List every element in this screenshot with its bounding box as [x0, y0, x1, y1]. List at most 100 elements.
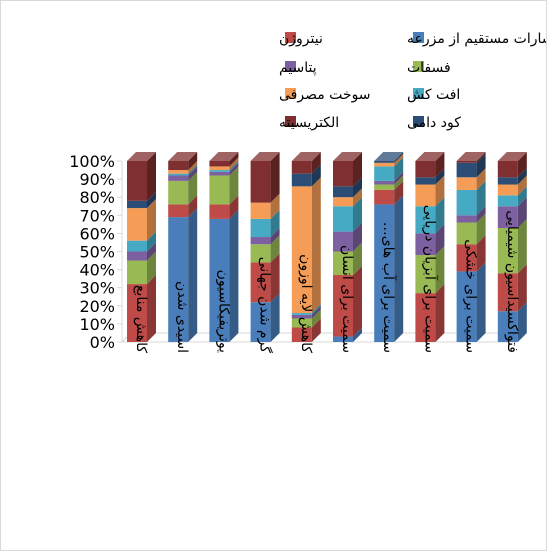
legend-swatch	[285, 116, 296, 127]
bar-segment	[333, 161, 353, 187]
category-label: سمیت برای خشکی	[463, 239, 479, 353]
bar-segment-side	[147, 191, 156, 209]
bar-segment	[209, 171, 230, 176]
y-tick-label: 90%	[79, 170, 115, 189]
bar-segment-side	[517, 218, 527, 274]
category-label: سمیت برای آبزیان دریایی	[421, 205, 438, 353]
bar-segment-side	[229, 162, 239, 176]
bar-segment	[250, 302, 271, 342]
bar-segment-side	[229, 157, 239, 171]
bar-segment	[374, 184, 395, 190]
bar-segment	[250, 262, 271, 303]
bar-segment	[333, 206, 353, 232]
bar-segment	[497, 273, 518, 312]
bar-segment	[333, 231, 353, 252]
bar-segment-side	[517, 302, 527, 342]
bar-segment	[456, 222, 477, 245]
y-tick-label: 40%	[79, 261, 115, 280]
bar-segment-side	[476, 235, 486, 272]
bar-segment	[497, 227, 518, 274]
bar-segment-side	[311, 304, 321, 315]
bar-segment	[209, 218, 230, 342]
bar-segment	[374, 161, 395, 163]
bar-segment	[291, 186, 312, 314]
category-label: یوتریفیکاسیون	[215, 270, 231, 354]
bar-segment-side	[517, 186, 527, 207]
bar-segment	[250, 218, 271, 238]
bar-segment	[497, 206, 518, 228]
bar-segment-side	[517, 152, 527, 178]
bar-segment	[209, 161, 230, 167]
bar-segment-side	[147, 251, 156, 285]
bar-segment	[456, 177, 477, 190]
bar-segment	[415, 177, 436, 185]
bar-segment-side	[188, 171, 198, 205]
bar-segment-side	[311, 164, 321, 187]
bar-segment-side	[188, 164, 198, 176]
bar-top	[127, 152, 156, 161]
bar-segment-side	[270, 293, 280, 342]
bar-segment	[250, 237, 271, 245]
bar-segment	[333, 197, 353, 207]
y-tick-label: 20%	[79, 297, 115, 316]
bar-segment	[127, 161, 147, 201]
category-label: گرم شدن جهانی	[257, 257, 274, 354]
bar-segment	[291, 173, 312, 187]
bar-segment-side	[394, 175, 404, 190]
bar-segment	[374, 180, 395, 185]
bar-segment-side	[311, 177, 321, 314]
bar-segment	[291, 318, 312, 328]
y-tick-label: 70%	[79, 206, 115, 225]
y-tick-label: 80%	[79, 188, 115, 207]
legend-swatch	[285, 32, 296, 43]
bar-segment-side	[435, 168, 445, 185]
legend-swatch	[413, 61, 424, 72]
bar-segment	[497, 184, 518, 196]
bar-segment	[497, 311, 518, 342]
bar-segment	[209, 204, 230, 219]
bar-segment-side	[353, 266, 362, 337]
bar-segment-side	[311, 305, 321, 319]
bar-segment	[127, 208, 147, 241]
bar-segment-side	[311, 318, 321, 342]
bar-segment-side	[147, 275, 156, 342]
bar-top	[374, 152, 404, 161]
bar-segment-side	[270, 152, 280, 203]
bar-segment-side	[517, 197, 527, 228]
bar-segment-side	[229, 161, 239, 172]
bar-segment	[333, 275, 353, 337]
bar-top	[291, 152, 321, 161]
bar-segment-side	[435, 197, 445, 234]
legend-label: انتشارات مستقیم از مزرعه	[407, 31, 546, 47]
bar-top	[168, 152, 198, 161]
bar-segment-side	[353, 222, 362, 252]
bar-segment	[456, 215, 477, 223]
bar-segment-side	[435, 152, 445, 178]
bar-segment-side	[229, 195, 239, 219]
bar-segment	[497, 195, 518, 207]
bar-segment	[415, 233, 436, 256]
bar-segment	[333, 336, 353, 342]
bar-segment	[456, 271, 477, 342]
bar-segment	[209, 170, 230, 172]
y-tick-label: 60%	[79, 224, 115, 243]
category-label: کاهش لایه اوزون	[298, 254, 314, 353]
bar-segment-side	[476, 168, 486, 190]
bar-segment	[333, 186, 353, 198]
bar-segment-side	[517, 175, 527, 196]
category-label: سمیت برای انسان	[339, 245, 355, 353]
legend-swatch	[285, 61, 296, 72]
bar-segment	[127, 240, 147, 252]
y-tick-label: 50%	[79, 243, 115, 262]
bar-segment	[497, 161, 518, 178]
bar-segment-side	[476, 180, 486, 216]
bar-segment-side	[394, 171, 404, 185]
bar-segment	[127, 284, 147, 342]
bar-segment	[250, 202, 271, 219]
legend-label: سوخت مصرفی	[279, 87, 371, 103]
bar-segment-side	[311, 152, 321, 174]
bar-segment-side	[270, 193, 280, 219]
legend-label: نیتروژن	[279, 31, 323, 47]
legend-label: الکتریسیته	[279, 115, 339, 131]
